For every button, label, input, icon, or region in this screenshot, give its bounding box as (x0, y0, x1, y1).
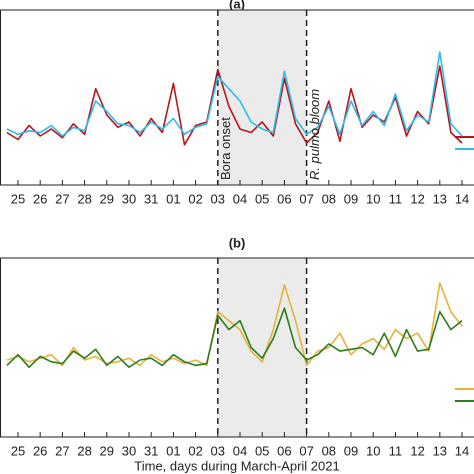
shaded-period (217, 258, 307, 437)
x-tick-label: 31 (144, 443, 158, 458)
x-tick-label: 13 (433, 191, 447, 206)
annotation: R. pulmo bloom (307, 89, 322, 180)
x-tick-label: 04 (233, 443, 247, 458)
x-tick-label: 14 (455, 443, 469, 458)
x-tick-label: 10 (366, 443, 380, 458)
x-tick-label: 09 (344, 443, 358, 458)
x-tick-label: 05 (255, 443, 269, 458)
shaded-period (217, 10, 307, 185)
x-tick-label: 03 (211, 443, 225, 458)
x-tick-label: 06 (277, 191, 291, 206)
x-tick-label: 26 (33, 443, 47, 458)
panel-title: (a) (229, 0, 245, 11)
x-tick-label: 27 (55, 443, 69, 458)
x-tick-label: 05 (255, 191, 269, 206)
x-tick-label: 28 (77, 191, 91, 206)
x-tick-label: 13 (433, 443, 447, 458)
x-axis-label: Time, days during March-April 2021 (134, 458, 339, 473)
plot-frame (0, 9, 474, 186)
x-tick-label: 25 (11, 443, 25, 458)
x-tick-label: 12 (410, 443, 424, 458)
plot-frame (0, 257, 474, 438)
x-tick-label: 27 (55, 191, 69, 206)
x-tick-label: 06 (277, 443, 291, 458)
x-tick-label: 28 (77, 443, 91, 458)
x-tick-label: 02 (188, 191, 202, 206)
x-tick-label: 03 (211, 191, 225, 206)
x-tick-label: 12 (410, 191, 424, 206)
x-tick-label: 26 (33, 191, 47, 206)
data-line (6, 51, 463, 137)
x-tick-label: 25 (11, 191, 25, 206)
annotation: Bora onset (218, 117, 233, 180)
x-tick-label: 31 (144, 191, 158, 206)
x-tick-label: 30 (122, 443, 136, 458)
x-tick-label: 11 (389, 191, 403, 206)
x-tick-label: 09 (344, 191, 358, 206)
panel-title: (b) (229, 235, 246, 250)
x-tick-label: 29 (100, 443, 114, 458)
x-tick-label: 07 (299, 191, 313, 206)
x-tick-label: 08 (322, 191, 336, 206)
x-tick-label: 08 (322, 443, 336, 458)
data-line (6, 307, 463, 368)
x-tick-label: 07 (299, 443, 313, 458)
x-tick-label: 01 (166, 191, 180, 206)
x-tick-label: 11 (389, 443, 403, 458)
x-tick-label: 01 (166, 443, 180, 458)
x-tick-label: 14 (455, 191, 469, 206)
x-tick-label: 02 (188, 443, 202, 458)
x-tick-label: 04 (233, 191, 247, 206)
x-tick-label: 30 (122, 191, 136, 206)
x-tick-label: 10 (366, 191, 380, 206)
x-tick-label: 29 (100, 191, 114, 206)
